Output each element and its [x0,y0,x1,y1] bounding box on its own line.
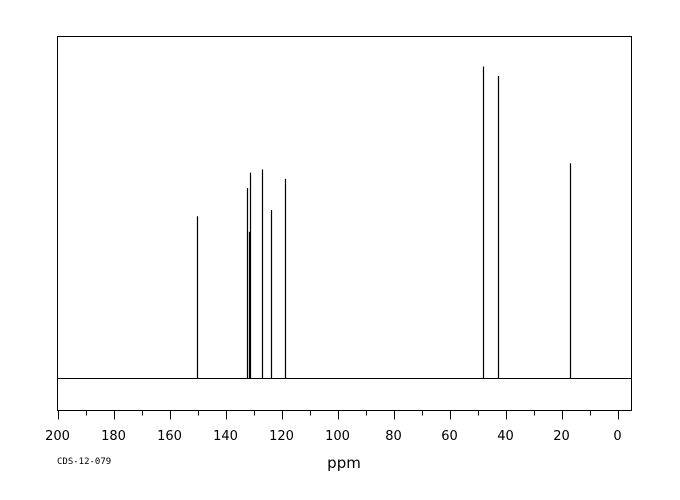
x-tick-label: 160 [157,429,182,444]
x-tick-label: 180 [101,429,126,444]
x-axis-ticks [58,410,619,420]
x-tick-label: 140 [213,429,238,444]
x-tick-label: 120 [269,429,294,444]
x-tick-label: 40 [497,429,514,444]
x-tick-label: 200 [45,429,70,444]
spectrum-peaks [196,66,572,379]
x-axis-tick-labels: 200 180 160 140 120 100 80 60 40 20 0 [45,429,622,444]
x-axis-title: ppm [327,454,361,472]
x-tick-label: 60 [441,429,458,444]
x-tick-label: 80 [385,429,402,444]
sample-id-label: CDS-12-079 [57,457,111,467]
plot-frame [57,36,632,411]
x-tick-label: 0 [613,429,621,444]
x-tick-label: 100 [325,429,350,444]
x-tick-label: 20 [553,429,570,444]
